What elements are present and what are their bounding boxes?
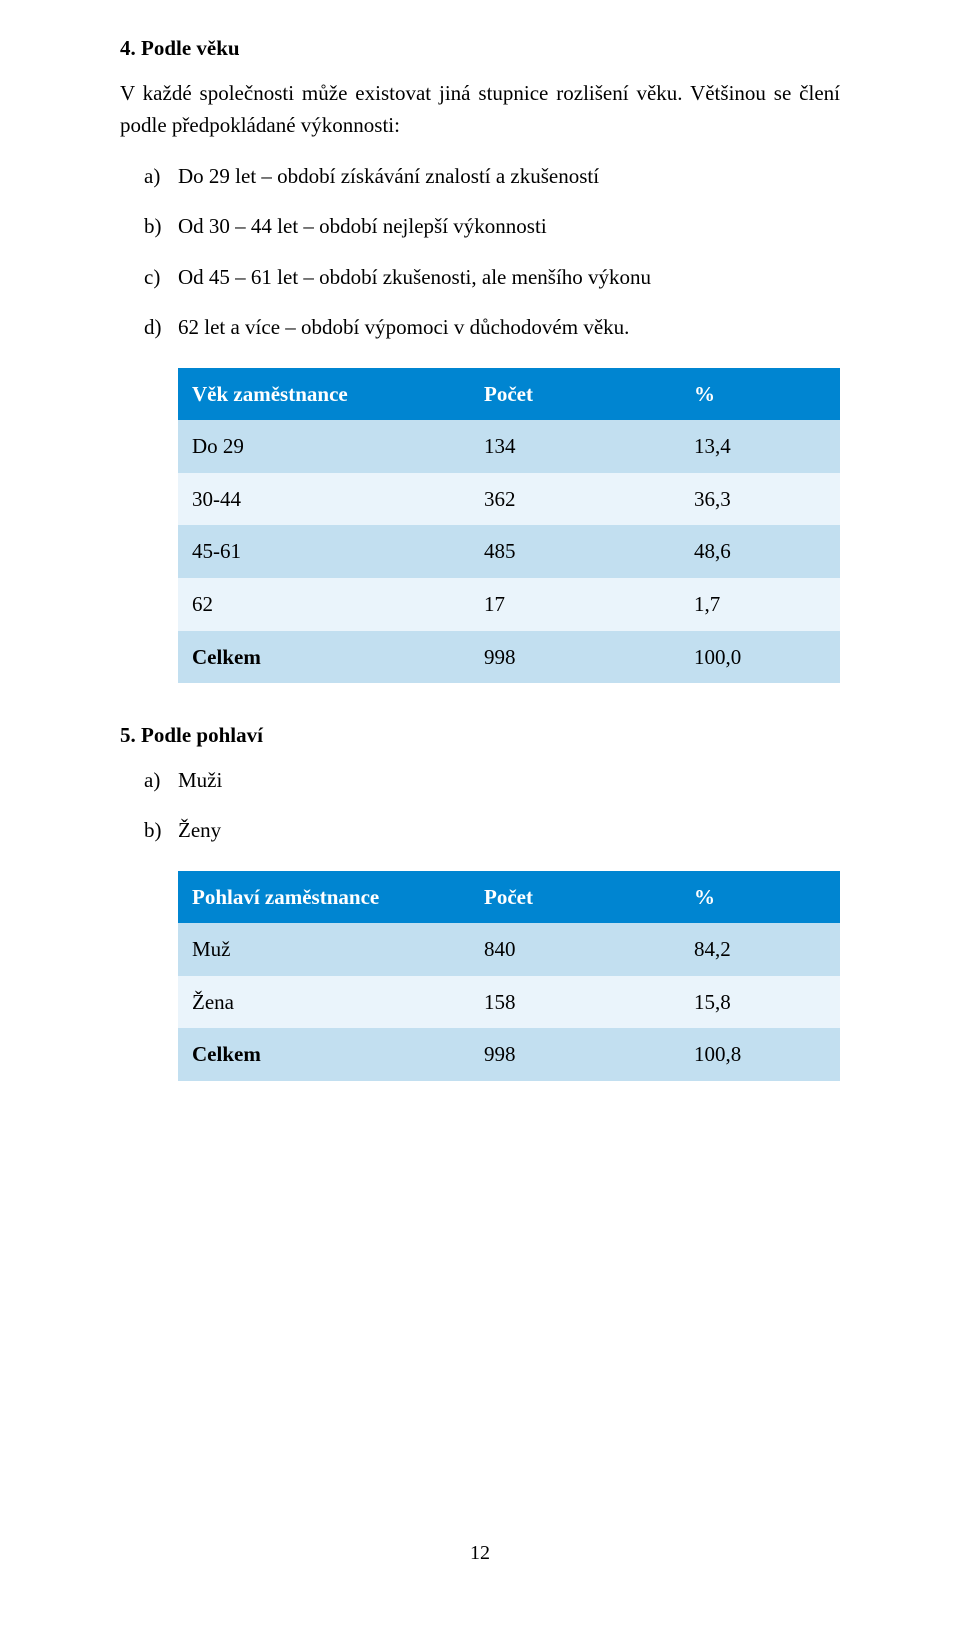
list-text: 62 let a více – období výpomoci v důchod…	[178, 311, 840, 344]
table-cell: Celkem	[178, 631, 470, 684]
list-item: d) 62 let a více – období výpomoci v důc…	[120, 311, 840, 344]
col-header: %	[680, 368, 840, 421]
table-row: Žena15815,8	[178, 976, 840, 1029]
age-table-body: Do 2913413,430-4436236,345-6148548,66217…	[178, 420, 840, 683]
table-cell: 15,8	[680, 976, 840, 1029]
list-item: a) Muži	[120, 764, 840, 797]
list-item: b) Ženy	[120, 814, 840, 847]
list-text: Od 30 – 44 let – období nejlepší výkonno…	[178, 210, 840, 243]
list-item: a) Do 29 let – období získávání znalostí…	[120, 160, 840, 193]
table-cell: 998	[470, 631, 680, 684]
table-row: Muž84084,2	[178, 923, 840, 976]
section4-list: a) Do 29 let – období získávání znalostí…	[120, 160, 840, 344]
table-cell: Celkem	[178, 1028, 470, 1081]
list-marker: d)	[120, 311, 178, 344]
list-item: b) Od 30 – 44 let – období nejlepší výko…	[120, 210, 840, 243]
list-marker: b)	[120, 814, 178, 847]
col-header: Počet	[470, 368, 680, 421]
list-text: Do 29 let – období získávání znalostí a …	[178, 160, 840, 193]
table-cell: Muž	[178, 923, 470, 976]
table-cell: 17	[470, 578, 680, 631]
table-header-row: Věk zaměstnance Počet %	[178, 368, 840, 421]
table-cell: 62	[178, 578, 470, 631]
table-cell: 36,3	[680, 473, 840, 526]
table-cell: 362	[470, 473, 680, 526]
table-cell: 134	[470, 420, 680, 473]
table-cell: 48,6	[680, 525, 840, 578]
gender-table: Pohlaví zaměstnance Počet % Muž84084,2Že…	[178, 871, 840, 1081]
list-text: Ženy	[178, 814, 840, 847]
table-cell: 45-61	[178, 525, 470, 578]
table-row: 30-4436236,3	[178, 473, 840, 526]
section5-heading: 5. Podle pohlaví	[120, 719, 840, 752]
table-row: Celkem998100,0	[178, 631, 840, 684]
table-cell: 158	[470, 976, 680, 1029]
gender-table-wrap: Pohlaví zaměstnance Počet % Muž84084,2Že…	[178, 871, 840, 1081]
section4-intro: V každé společnosti může existovat jiná …	[120, 77, 840, 142]
table-row: Do 2913413,4	[178, 420, 840, 473]
col-header: Počet	[470, 871, 680, 924]
list-text: Od 45 – 61 let – období zkušenosti, ale …	[178, 261, 840, 294]
list-marker: c)	[120, 261, 178, 294]
age-table-wrap: Věk zaměstnance Počet % Do 2913413,430-4…	[178, 368, 840, 683]
gender-table-body: Muž84084,2Žena15815,8Celkem998100,8	[178, 923, 840, 1081]
table-cell: 1,7	[680, 578, 840, 631]
table-row: 62171,7	[178, 578, 840, 631]
table-row: Celkem998100,8	[178, 1028, 840, 1081]
section4-heading: 4. Podle věku	[120, 32, 840, 65]
list-marker: a)	[120, 764, 178, 797]
table-cell: 100,8	[680, 1028, 840, 1081]
table-cell: 30-44	[178, 473, 470, 526]
table-cell: 100,0	[680, 631, 840, 684]
section5-list: a) Muži b) Ženy	[120, 764, 840, 847]
table-row: 45-6148548,6	[178, 525, 840, 578]
list-marker: a)	[120, 160, 178, 193]
col-header: Věk zaměstnance	[178, 368, 470, 421]
page-number: 12	[0, 1538, 960, 1569]
table-cell: Do 29	[178, 420, 470, 473]
table-cell: 84,2	[680, 923, 840, 976]
col-header: %	[680, 871, 840, 924]
age-table: Věk zaměstnance Počet % Do 2913413,430-4…	[178, 368, 840, 683]
list-marker: b)	[120, 210, 178, 243]
table-cell: 13,4	[680, 420, 840, 473]
table-cell: 485	[470, 525, 680, 578]
table-cell: 840	[470, 923, 680, 976]
table-header-row: Pohlaví zaměstnance Počet %	[178, 871, 840, 924]
list-text: Muži	[178, 764, 840, 797]
table-cell: Žena	[178, 976, 470, 1029]
col-header: Pohlaví zaměstnance	[178, 871, 470, 924]
list-item: c) Od 45 – 61 let – období zkušenosti, a…	[120, 261, 840, 294]
table-cell: 998	[470, 1028, 680, 1081]
